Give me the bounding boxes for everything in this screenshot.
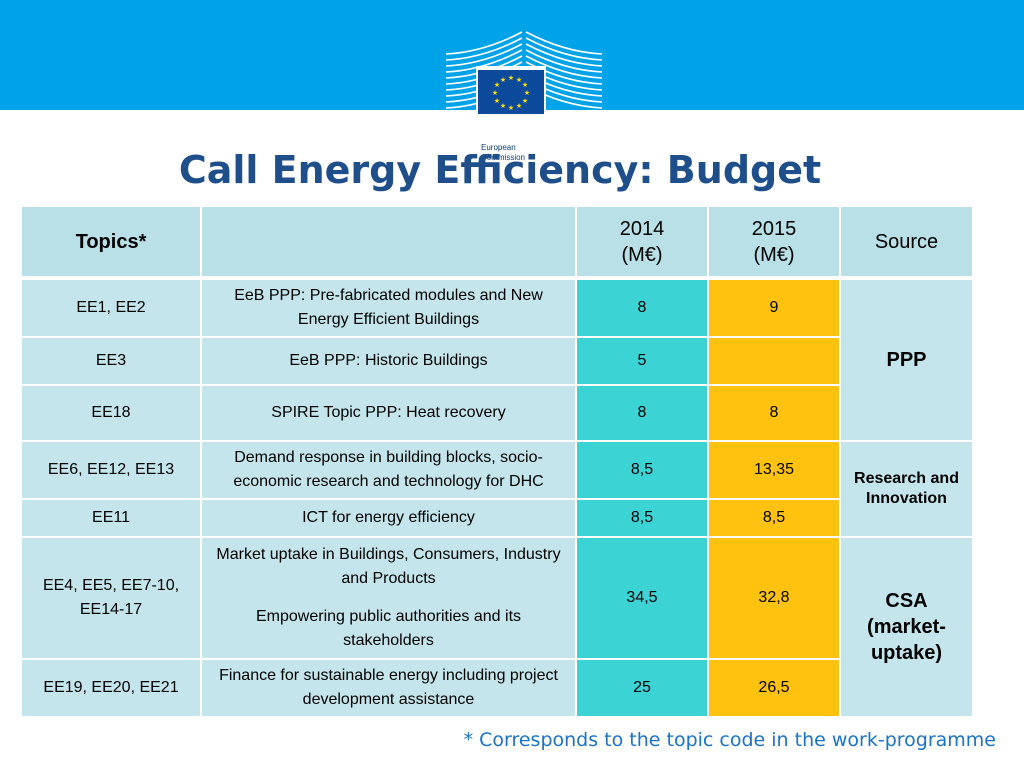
cell-2014: 34,5 <box>575 536 709 660</box>
cell-2015: 8 <box>707 384 841 442</box>
header-2014: 2014 (M€) <box>575 205 709 280</box>
cell-2014: 8,5 <box>575 440 709 500</box>
budget-table: Topics* 2014 (M€) 2015 (M€) Source EE1, … <box>20 205 974 718</box>
svg-text:★: ★ <box>516 76 522 84</box>
page-title: Call Energy Efficiency: Budget <box>178 148 822 192</box>
header-description <box>200 205 577 280</box>
cell-2015: 9 <box>707 277 841 338</box>
cell-source-csa: CSA (market-uptake) <box>839 536 974 718</box>
table-row: EE1, EE2 EeB PPP: Pre-fabricated modules… <box>20 277 974 442</box>
table-row: EE11 ICT for energy efficiency 8,5 8,5 <box>20 498 973 538</box>
cell-2014: 25 <box>575 658 709 718</box>
cell-2015: 8,5 <box>707 498 841 538</box>
cell-2015 <box>707 336 841 386</box>
table-row: EE3 EeB PPP: Historic Buildings 5 <box>20 336 973 386</box>
cell-2014: 8,5 <box>575 498 709 538</box>
svg-text:★: ★ <box>522 81 528 89</box>
cell-description: SPIRE Topic PPP: Heat recovery <box>200 384 577 442</box>
table-row: EE18 SPIRE Topic PPP: Heat recovery 8 8 <box>20 384 973 442</box>
cell-2015: 32,8 <box>707 536 841 660</box>
header-topics: Topics* <box>20 205 202 280</box>
cell-2015: 26,5 <box>707 658 841 718</box>
cell-source-research: Research and Innovation <box>839 440 974 538</box>
svg-text:★: ★ <box>524 89 530 97</box>
description-line-1: Market uptake in Buildings, Consumers, I… <box>216 546 561 587</box>
cell-description: ICT for energy efficiency <box>200 498 577 538</box>
cell-description: EeB PPP: Pre-fabricated modules and New … <box>200 277 577 338</box>
footnote: * Corresponds to the topic code in the w… <box>463 729 996 751</box>
cell-2015: 13,35 <box>707 440 841 500</box>
eu-flag-icon: ★ ★★ ★★★ ★★★ ★★★ <box>478 70 544 114</box>
svg-text:★: ★ <box>494 97 500 105</box>
cell-2014: 8 <box>575 384 709 442</box>
svg-text:★: ★ <box>508 104 514 112</box>
svg-text:★: ★ <box>500 102 506 110</box>
header-2015: 2015 (M€) <box>707 205 841 280</box>
svg-text:★: ★ <box>492 89 498 97</box>
header-source: Source <box>839 205 974 280</box>
cell-topics: EE6, EE12, EE13 <box>20 440 202 500</box>
cell-description: EeB PPP: Historic Buildings <box>200 336 577 386</box>
logo-line-1: European <box>481 143 516 152</box>
cell-topics: EE19, EE20, EE21 <box>20 658 202 718</box>
cell-2014: 8 <box>575 277 709 338</box>
cell-topics: EE1, EE2 <box>20 277 202 338</box>
cell-topics: EE3 <box>20 336 202 386</box>
description-line-2: Empowering public authorities and its st… <box>255 608 522 649</box>
svg-text:★: ★ <box>500 76 506 84</box>
cell-topics: EE11 <box>20 498 202 538</box>
european-commission-logo: ★ ★ ★ ★ ★ ★ ★ ★ ★ ★ ★ ★ European Commission <box>444 30 604 176</box>
svg-text:★: ★ <box>494 81 500 89</box>
logo-card: ★ ★ ★ ★ ★ ★ ★ ★ ★ ★ ★ ★ <box>476 66 546 176</box>
table-row: EE19, EE20, EE21 Finance for sustainable… <box>20 658 973 718</box>
table-header-row: Topics* 2014 (M€) 2015 (M€) Source <box>20 205 974 280</box>
cell-topics: EE4, EE5, EE7-10, EE14-17 <box>20 536 202 660</box>
table-row: EE4, EE5, EE7-10, EE14-17 Market uptake … <box>20 536 974 718</box>
cell-description: Finance for sustainable energy including… <box>200 658 577 718</box>
svg-text:★: ★ <box>508 74 514 82</box>
cell-description: Market uptake in Buildings, Consumers, I… <box>200 536 577 660</box>
cell-topics: EE18 <box>20 384 202 442</box>
logo-line-2: Commission <box>481 153 526 162</box>
cell-description: Demand response in building blocks, soci… <box>200 440 577 500</box>
table-row: EE6, EE12, EE13 Demand response in build… <box>20 440 974 538</box>
svg-text:★: ★ <box>516 102 522 110</box>
logo-text: European Commission <box>481 143 547 163</box>
cell-2014: 5 <box>575 336 709 386</box>
cell-source-ppp: PPP <box>839 277 974 442</box>
svg-text:★: ★ <box>522 97 528 105</box>
